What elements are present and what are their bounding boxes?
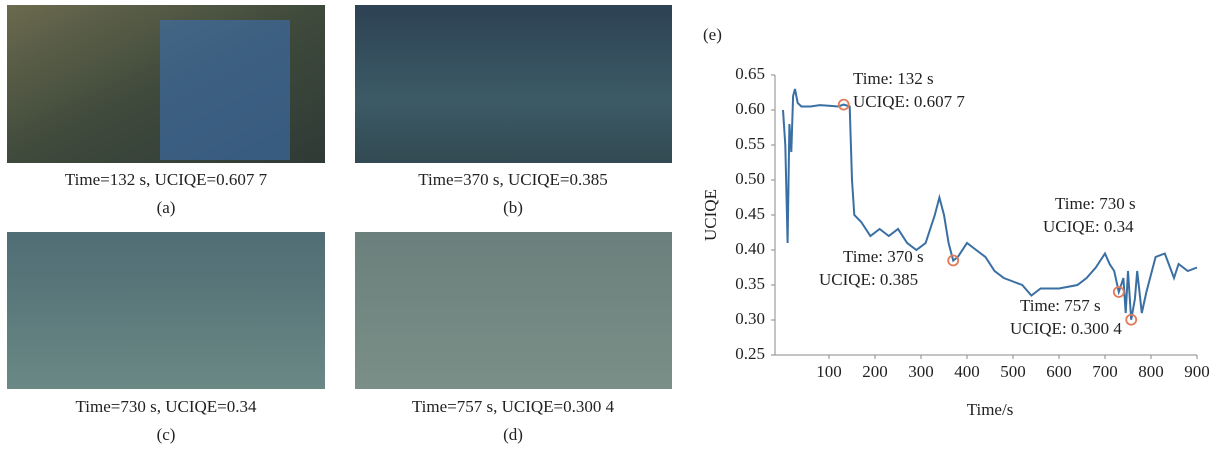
y-tick-label: 0.45: [735, 204, 765, 223]
photo: [355, 232, 672, 389]
annotation: UCIQE: 0.34: [1043, 217, 1134, 236]
annotation: UCIQE: 0.385: [819, 270, 918, 289]
panel-label: (e): [703, 25, 722, 44]
caption: Time=757 s, UCIQE=0.300 4: [412, 397, 615, 416]
annotation: Time: 132 s: [853, 69, 934, 88]
y-tick-label: 0.25: [735, 344, 765, 363]
x-tick-label: 800: [1138, 362, 1164, 381]
x-tick-label: 400: [954, 362, 980, 381]
highlight-marker: [1125, 313, 1138, 326]
panel-label: (c): [157, 425, 176, 444]
panel-label: (b): [503, 198, 523, 217]
photo: [7, 232, 325, 389]
x-axis-label: Time/s: [967, 400, 1014, 419]
caption: Time=132 s, UCIQE=0.607 7: [65, 170, 268, 189]
y-tick-label: 0.60: [735, 99, 765, 118]
y-tick-label: 0.55: [735, 134, 765, 153]
x-tick-label: 100: [816, 362, 842, 381]
y-tick-label: 0.50: [735, 169, 765, 188]
x-tick-label: 700: [1092, 362, 1118, 381]
annotation: UCIQE: 0.607 7: [853, 92, 965, 111]
annotation: Time: 370 s: [843, 247, 924, 266]
y-tick-label: 0.65: [735, 64, 765, 83]
x-tick-label: 300: [908, 362, 934, 381]
x-tick-label: 600: [1046, 362, 1072, 381]
photo: [355, 5, 672, 163]
annotation: UCIQE: 0.300 4: [1010, 319, 1122, 338]
y-tick-label: 0.40: [735, 239, 765, 258]
annotation: Time: 730 s: [1055, 194, 1136, 213]
y-axis-label: UCIQE: [701, 189, 720, 241]
highlight-marker: [1112, 286, 1125, 298]
annotation: Time: 757 s: [1020, 296, 1101, 315]
highlight-marker: [837, 98, 850, 111]
caption: Time=370 s, UCIQE=0.385: [418, 170, 608, 189]
x-tick-label: 200: [862, 362, 888, 381]
data-line: [782, 88, 1198, 320]
panel-label: (a): [157, 198, 176, 217]
x-tick-label: 500: [1000, 362, 1026, 381]
highlight-marker: [947, 254, 960, 267]
x-tick-label: 900: [1184, 362, 1210, 381]
panel-label: (d): [503, 425, 523, 444]
y-tick-label: 0.35: [735, 274, 765, 293]
photo-basket: [160, 20, 290, 160]
y-tick-label: 0.30: [735, 309, 765, 328]
caption: Time=730 s, UCIQE=0.34: [75, 397, 257, 416]
